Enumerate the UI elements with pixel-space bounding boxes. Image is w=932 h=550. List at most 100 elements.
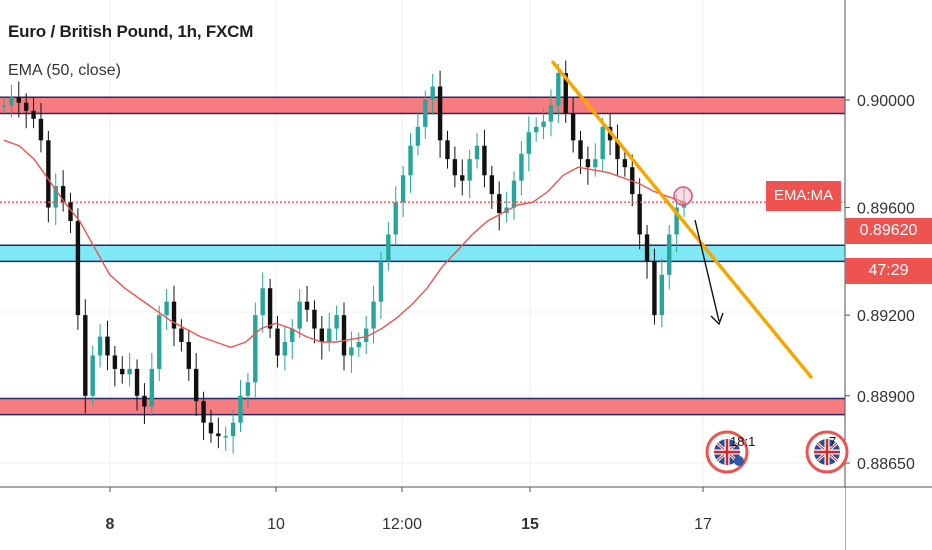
candle-body	[267, 288, 273, 329]
candle-body	[290, 328, 295, 342]
candle-body	[105, 336, 110, 356]
candle-body	[46, 140, 51, 208]
candle-body	[304, 301, 310, 310]
candle-body	[97, 336, 103, 356]
time-axis[interactable]: 8 10 12:00 15 17	[0, 486, 932, 550]
candle-body	[312, 309, 317, 329]
candle-body	[644, 234, 650, 262]
candle-body	[238, 395, 243, 423]
candle-body	[408, 145, 413, 176]
candle-body	[179, 328, 184, 342]
candle-body	[585, 159, 591, 168]
candle-body	[386, 234, 391, 262]
candle-body	[253, 315, 258, 383]
candle-body	[533, 126, 539, 133]
candle-body	[282, 342, 288, 356]
zone-1	[0, 245, 845, 262]
support-resistance-zones	[0, 96, 845, 416]
candle-body	[415, 126, 421, 146]
candle-body	[230, 422, 236, 437]
candle-body	[511, 180, 517, 208]
candle-body	[260, 288, 265, 316]
candle-body	[400, 175, 406, 203]
price-tick-label: 0.88900	[857, 389, 915, 406]
candle-body	[378, 261, 384, 302]
descending-trendline[interactable]	[551, 60, 813, 379]
candle-body	[164, 301, 169, 316]
candle-body	[83, 315, 88, 396]
candle-body	[615, 140, 620, 160]
time-tick-label: 8	[106, 516, 115, 533]
candle-body	[674, 207, 679, 235]
candle-body	[16, 97, 21, 103]
candle-body	[548, 105, 554, 122]
candle-body	[171, 301, 177, 329]
time-tick-label: 17	[694, 516, 712, 533]
candle-body	[541, 121, 546, 127]
candle-body	[90, 355, 95, 396]
candle-body	[489, 175, 495, 195]
candle-body	[201, 401, 206, 423]
candle-body	[75, 221, 81, 316]
candle-body	[356, 342, 361, 348]
trendline-touch-marker	[673, 186, 693, 206]
current-price-tag[interactable]: 0.89620	[845, 218, 932, 244]
candle-body	[460, 175, 465, 181]
candle-body	[652, 261, 657, 316]
ema-price-tag[interactable]: EMA:MA	[766, 181, 841, 211]
candle-body	[120, 368, 125, 375]
calendar-badge-count: 7	[829, 434, 836, 449]
candle-body	[223, 436, 228, 438]
time-tick-label: 12:00	[382, 516, 422, 533]
candle-body	[1, 105, 7, 107]
projection-arrow[interactable]	[694, 219, 724, 326]
price-tick-label: 0.89600	[857, 201, 915, 218]
candle-body	[327, 328, 332, 342]
time-tick-label: 10	[267, 516, 285, 533]
candle-body	[578, 140, 583, 160]
candle-body	[600, 126, 605, 160]
candle-body	[371, 301, 376, 329]
candle-body	[474, 145, 480, 160]
candle-body	[563, 73, 568, 114]
candle-body	[9, 97, 14, 106]
candle-body	[452, 159, 458, 176]
candle-body	[193, 368, 199, 402]
candle-body	[297, 301, 302, 329]
candle-body	[245, 382, 251, 396]
candle-body	[60, 186, 66, 203]
candle-body	[556, 73, 561, 106]
zone-2	[0, 398, 845, 415]
candle-body	[622, 159, 628, 168]
indicator-label[interactable]: EMA (50, close)	[8, 62, 121, 79]
candle-body	[142, 395, 147, 407]
countdown-timer[interactable]: 47:29	[845, 258, 932, 284]
candle-body	[38, 118, 44, 141]
candle-body	[23, 102, 29, 111]
candle-body	[349, 347, 354, 356]
candle-body	[53, 186, 58, 208]
candle-body	[68, 202, 73, 221]
price-tick-label: 0.88650	[857, 456, 915, 473]
uk-flag-icon-2[interactable]: 7	[805, 430, 849, 474]
uk-flag-icon-1[interactable]: 18:1	[705, 430, 755, 474]
chart-legend[interactable]: Euro / British Pound, 1h, FXCM EMA (50, …	[8, 22, 254, 79]
time-tick-label: 15	[521, 516, 539, 533]
candle-body	[127, 368, 132, 375]
candle-body	[570, 113, 576, 141]
candle-body	[208, 422, 214, 434]
symbol-title[interactable]: Euro / British Pound, 1h, FXCM	[8, 22, 254, 41]
candle-body	[445, 140, 450, 160]
candle-body	[341, 315, 347, 356]
candle-body	[186, 342, 191, 369]
candle-body	[526, 132, 531, 154]
candle-body	[467, 159, 472, 181]
candle-body	[497, 194, 502, 213]
candle-body	[637, 194, 642, 235]
candle-body	[31, 110, 36, 119]
candle-body	[393, 202, 398, 235]
time-axis-bg	[0, 487, 845, 550]
candle-body	[157, 315, 162, 369]
price-tick-label: 0.90000	[857, 93, 915, 110]
